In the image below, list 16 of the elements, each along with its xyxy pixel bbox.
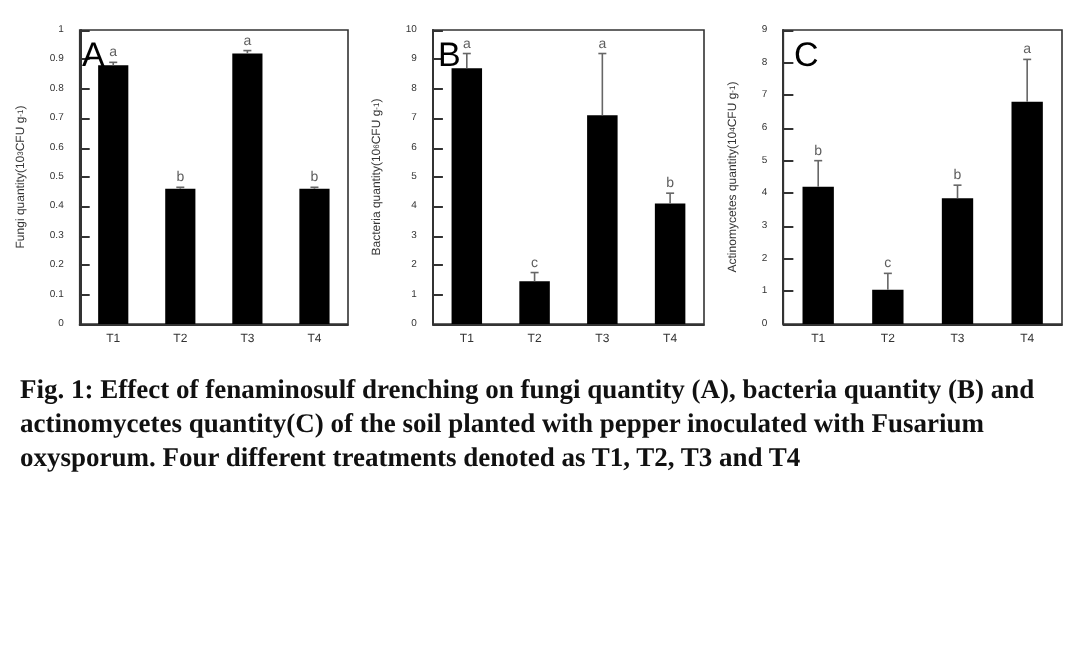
bar xyxy=(299,188,330,324)
bar xyxy=(1011,101,1043,324)
bar xyxy=(587,115,618,324)
chart-title: A xyxy=(82,36,106,74)
chart-title: B xyxy=(438,36,461,74)
bar xyxy=(165,188,196,324)
chart-title: C xyxy=(794,36,819,74)
bar xyxy=(451,68,483,324)
caption: Fig. 1: Effect of fenaminosulf drenching on fungi quantity (A), bacteria quantity (B) and actinomycetes quantity(C) of the soil planted with pepper inoculated with Fusarium oxysporum. Four different treatments denoted as T1, T2, T3 and T4 xyxy=(20,372,1037,474)
bar xyxy=(872,289,904,324)
bar xyxy=(519,281,550,324)
bar xyxy=(941,198,974,324)
bar xyxy=(654,203,686,324)
bar xyxy=(98,65,129,324)
bar xyxy=(232,53,263,324)
bar xyxy=(802,186,834,324)
